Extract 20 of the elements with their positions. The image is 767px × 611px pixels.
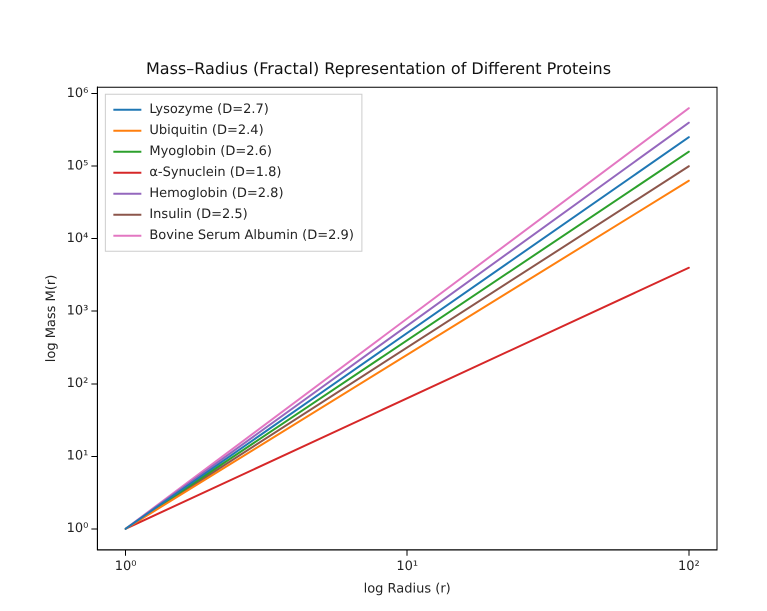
legend-label: α-Synuclein (D=1.8) <box>149 165 282 180</box>
x-tick-label: 10¹ <box>396 558 418 574</box>
legend-label: Insulin (D=2.5) <box>149 207 248 222</box>
y-tick-label: 10² <box>66 376 88 392</box>
legend-label: Myoglobin (D=2.6) <box>149 144 272 160</box>
y-axis-title: log Mass M(r) <box>44 274 60 362</box>
legend-label: Bovine Serum Albumin (D=2.9) <box>149 228 354 244</box>
legend-label: Lysozyme (D=2.7) <box>149 102 269 118</box>
legend-label: Hemoglobin (D=2.8) <box>149 186 284 202</box>
y-tick-label: 10³ <box>66 304 88 319</box>
y-tick-label: 10⁴ <box>66 231 88 246</box>
y-tick-label: 10¹ <box>66 448 88 464</box>
x-tick-label: 10⁰ <box>114 558 136 574</box>
x-tick-label: 10² <box>678 558 700 574</box>
chart-title: Mass–Radius (Fractal) Representation of Different Proteins <box>146 58 612 78</box>
x-axis-title: log Radius (r) <box>364 582 451 597</box>
y-tick-label: 10⁶ <box>66 86 88 102</box>
legend-label: Ubiquitin (D=2.4) <box>149 123 264 138</box>
y-tick-label: 10⁵ <box>66 158 88 174</box>
y-tick-label: 10⁰ <box>66 521 88 536</box>
